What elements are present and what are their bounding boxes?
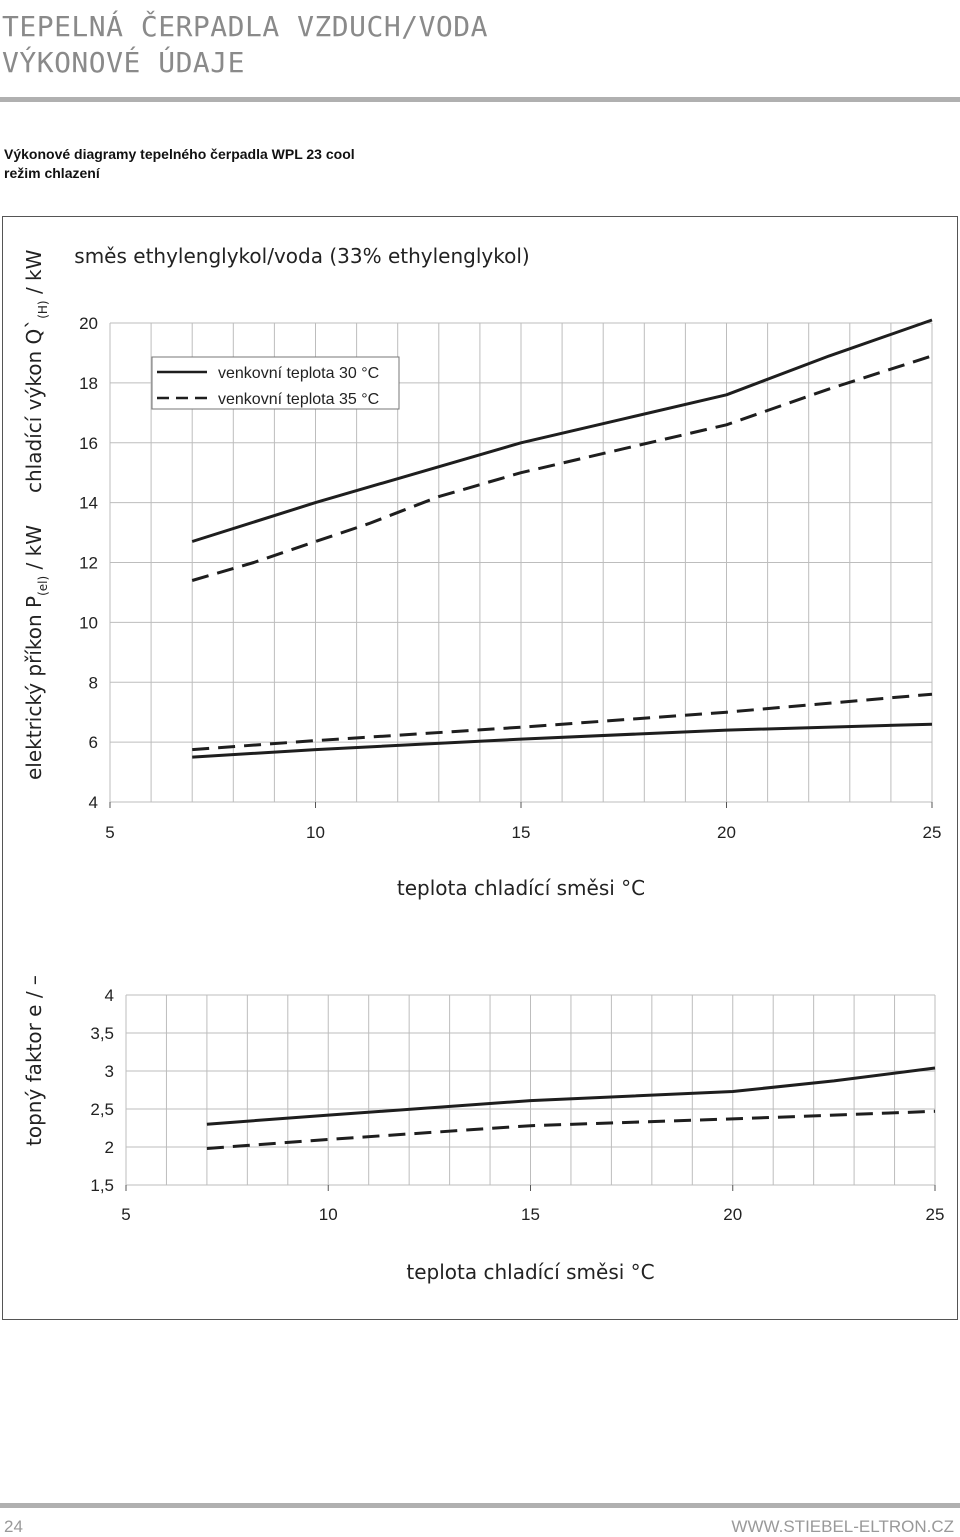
y-axis-label-power-sub: (el) (36, 576, 50, 596)
series-line-dashed (206, 1109, 936, 1150)
legend-label: venkovní teplota 35 °C (218, 391, 379, 408)
diagram-subtitle: Výkonové diagramy tepelného čerpadla WPL… (4, 146, 355, 162)
y-tick-label: 10 (79, 613, 98, 632)
y-tick-label: 3 (105, 1062, 114, 1081)
y-tick-label: 6 (89, 733, 98, 752)
chart-legend: venkovní teplota 30 °C venkovní teplota 3… (151, 356, 400, 410)
x-tick-label: 25 (926, 1205, 945, 1224)
y-tick-label: 16 (79, 434, 98, 453)
page-number: 24 (4, 1517, 23, 1536)
x-tick-label: 5 (105, 823, 114, 842)
y-axis-label-cooling-unit: / kW (22, 249, 46, 300)
y-tick-label: 20 (79, 314, 98, 333)
series-line-solid (206, 1066, 936, 1126)
y-tick-label: 1,5 (90, 1176, 114, 1195)
x-axis-label: teplota chladící směsi °C (406, 1260, 654, 1284)
legend-label: venkovní teplota 30 °C (218, 365, 379, 382)
y-axis-label: topný faktor e / – (22, 975, 46, 1146)
chart-frame (2, 216, 958, 1320)
x-tick-label: 25 (923, 823, 942, 842)
website-link[interactable]: WWW.STIEBEL-ELTRON.CZ (731, 1517, 954, 1536)
y-tick-label: 14 (79, 494, 98, 513)
chart-2: 1,5 2 2,5 3 3,5 4 5 10 15 20 25 teplota chladící sm… (22, 975, 944, 1284)
y-tick-label: 2 (105, 1138, 114, 1157)
series-line-power-dashed (192, 692, 933, 752)
chart-title: směs ethylenglykol/voda (33% ethylenglyk… (74, 244, 529, 268)
x-tick-label: 5 (121, 1205, 130, 1224)
y-tick-label: 8 (89, 673, 98, 692)
y-tick-label: 3,5 (90, 1024, 114, 1043)
y-axis-label-power-unit: / kW (22, 525, 46, 576)
header-title-line2: VÝKONOVÉ ÚDAJE (2, 46, 246, 79)
chart-1: 4 6 8 10 12 14 16 18 20 5 10 15 20 25 teplota chladící… (22, 244, 941, 900)
y-axis-label-combined: elektrický příkon P(el) / kW chladící výk… (22, 249, 50, 780)
series-line-power-solid (192, 722, 933, 759)
header-title-line1: TEPELNÁ ČERPADLA VZDUCH/VODA (2, 10, 489, 43)
series-line-cooling-dashed (191, 354, 933, 582)
legend-box (151, 356, 400, 410)
header-divider (0, 97, 960, 102)
x-tick-label: 20 (717, 823, 736, 842)
x-tick-label: 10 (306, 823, 325, 842)
x-axis-label: teplota chladící směsi °C (397, 876, 645, 900)
x-tick-label: 15 (521, 1205, 540, 1224)
y-axis-label-cooling-sub: (H) (36, 300, 50, 318)
series-line-cooling-solid (191, 318, 933, 543)
y-tick-label: 4 (89, 793, 98, 812)
diagram-mode: režim chlazení (4, 165, 100, 181)
y-axis-label-power: elektrický příkon P (22, 596, 46, 780)
x-tick-label: 20 (723, 1205, 742, 1224)
x-tick-label: 10 (319, 1205, 338, 1224)
y-tick-label: 2,5 (90, 1100, 114, 1119)
y-tick-label: 4 (105, 986, 114, 1005)
y-tick-label: 12 (79, 554, 98, 573)
x-tick-label: 15 (512, 823, 531, 842)
y-axis-label-cooling: chladící výkon Q` (22, 319, 46, 493)
y-tick-label: 18 (79, 374, 98, 393)
footer-divider (0, 1503, 960, 1508)
